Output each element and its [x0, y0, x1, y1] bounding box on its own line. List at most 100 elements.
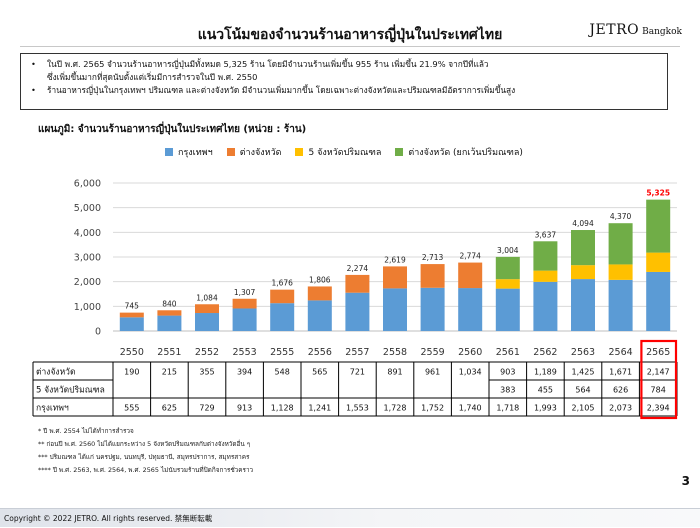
y-tick-label: 1,000 [74, 302, 101, 313]
y-tick-label: 6,000 [74, 179, 101, 190]
bar-segment [383, 288, 407, 331]
bar-segment [646, 252, 671, 272]
x-tick-label: 2557 [345, 347, 369, 358]
bar-segment [270, 289, 295, 304]
table-cell: 215 [162, 368, 177, 377]
footnotes: * ปี พ.ศ. 2554 ไม่ได้ทำการสำรวจ ** ก่อนป… [38, 425, 253, 477]
bar-segment [307, 300, 332, 331]
legend-swatch [295, 148, 304, 156]
jetro-logo: JETRO Bangkok [589, 22, 682, 38]
table-row-label: 5 จังหวัดปริมณฑล [36, 386, 105, 396]
bar-segment [195, 304, 219, 314]
total-label: 1,084 [196, 293, 218, 302]
total-label: 3,637 [535, 230, 557, 239]
bar-segment [646, 271, 671, 331]
summary-line-3: ร้านอาหารญี่ปุ่นในกรุงเทพฯ ปริมณฑล และต่… [47, 85, 516, 95]
legend-label: กรุงเทพฯ [178, 148, 213, 158]
y-tick-label: 3,000 [74, 253, 101, 264]
y-tick-label: 2,000 [74, 277, 101, 288]
table-cell: 555 [124, 404, 139, 413]
table-cell: 626 [613, 386, 628, 395]
x-tick-label: 2563 [571, 347, 595, 358]
legend-item-provinces: ต่างจังหวัด [226, 145, 282, 159]
x-tick-label: 2558 [383, 347, 407, 358]
bar-segment [270, 303, 295, 331]
total-label: 4,094 [572, 219, 594, 228]
bar-segment [495, 256, 520, 280]
total-label: 2,713 [422, 253, 444, 262]
total-label: 3,004 [497, 246, 519, 255]
logo-main: JETRO [589, 22, 640, 38]
total-label: 745 [125, 302, 140, 311]
bar-segment [495, 279, 520, 289]
table-cell: 1,718 [496, 404, 519, 413]
table-cell: 891 [387, 368, 402, 377]
x-tick-label: 2552 [195, 347, 219, 358]
bar-segment [232, 308, 257, 331]
x-tick-label: 2564 [609, 347, 633, 358]
bar-segment [420, 264, 445, 288]
legend-swatch [226, 148, 235, 156]
page-number: 3 [681, 474, 690, 488]
x-tick-label: 2553 [233, 347, 257, 358]
legend-label: ต่างจังหวัด [239, 148, 282, 158]
table-cell: 1,993 [534, 404, 557, 413]
total-label: 1,676 [271, 279, 293, 288]
table-cell: 625 [162, 404, 177, 413]
bar-segment [307, 286, 332, 301]
table-cell: 1,189 [534, 368, 557, 377]
x-tick-label: 2550 [120, 347, 144, 358]
table-cell: 548 [275, 368, 290, 377]
bar-segment [533, 270, 558, 282]
bar-segment [345, 274, 370, 293]
bar-segment [345, 292, 370, 331]
total-label: 2,619 [384, 255, 406, 264]
bar-segment [119, 312, 144, 318]
bar-segment [458, 288, 483, 331]
summary-line-1: ในปี พ.ศ. 2565 จำนวนร้านอาหารญี่ปุ่นมีทั… [47, 59, 489, 69]
table-cell: 1,752 [421, 404, 444, 413]
table-cell: 1,425 [572, 368, 595, 377]
table-cell: 961 [425, 368, 440, 377]
bar-segment [420, 287, 445, 331]
table-cell: 394 [237, 368, 252, 377]
bullet-dot: • [31, 85, 36, 95]
bar-segment [608, 279, 633, 331]
legend-label: 5 จังหวัดปริมณฑล [308, 148, 382, 158]
legend-swatch [395, 148, 404, 156]
table-cell: 784 [651, 386, 666, 395]
table-cell: 564 [575, 386, 590, 395]
footnote: **** ปี พ.ศ. 2563, พ.ศ. 2564, พ.ศ. 2565 … [38, 466, 254, 474]
total-label: 2,274 [347, 264, 369, 273]
table-cell: 383 [500, 386, 515, 395]
bar-segment [571, 265, 595, 280]
summary-box: • ในปี พ.ศ. 2565 จำนวนร้านอาหารญี่ปุ่นมี… [20, 53, 668, 110]
total-label: 1,307 [234, 288, 256, 297]
table-cell: 1,671 [609, 368, 632, 377]
bar-segment [495, 288, 520, 331]
table-cell: 1,034 [459, 368, 482, 377]
bar-segment [608, 223, 633, 265]
table-cell: 1,553 [346, 404, 369, 413]
x-tick-label: 2565 [646, 347, 670, 358]
bar-segment [533, 241, 558, 271]
bar-segment [608, 264, 633, 280]
table-cell: 903 [500, 368, 515, 377]
page-title: แนวโน้มของจำนวนร้านอาหารญี่ปุ่นในประเทศไ… [197, 27, 503, 43]
logo-sub: Bangkok [642, 27, 682, 37]
table-cell: 2,147 [647, 368, 670, 377]
bar-segment [571, 279, 595, 331]
table-cell: 2,073 [609, 404, 632, 413]
bar-segment [383, 266, 407, 289]
table-cell: 455 [538, 386, 553, 395]
total-label: 840 [162, 299, 177, 308]
legend-item-other-provinces: ต่างจังหวัด (ยกเว้นปริมณฑล) [395, 145, 523, 159]
x-tick-label: 2555 [270, 347, 294, 358]
title-divider [20, 46, 680, 47]
table-row-label: กรุงเทพฯ [36, 404, 69, 414]
y-tick-label: 5,000 [74, 203, 101, 214]
x-tick-label: 2562 [533, 347, 557, 358]
footnote: * ปี พ.ศ. 2554 ไม่ได้ทำการสำรวจ [38, 427, 134, 435]
bar-segment [571, 230, 595, 266]
